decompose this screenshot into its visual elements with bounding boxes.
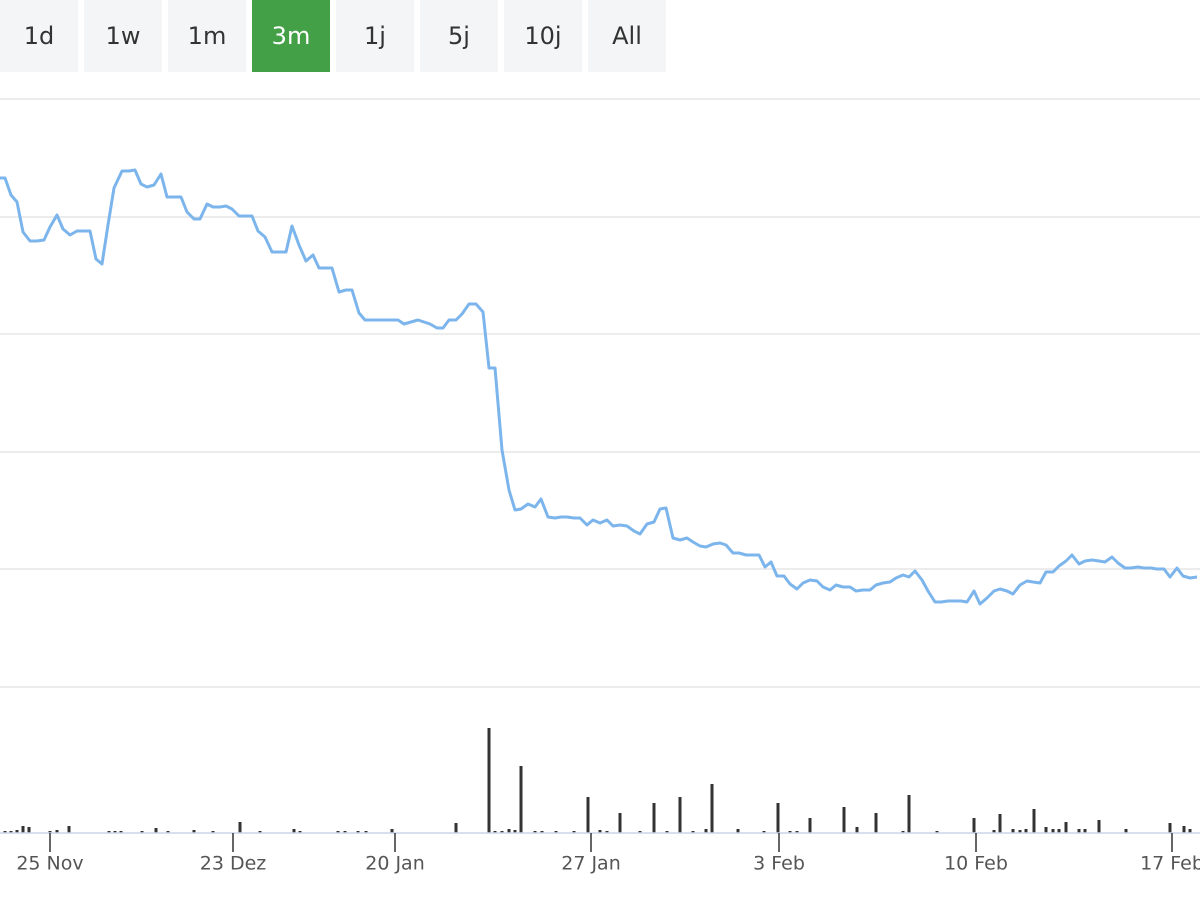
volume-bar — [1188, 829, 1192, 833]
volume-bar — [166, 831, 170, 833]
range-button[interactable]: 5j — [420, 0, 498, 72]
volume-bar — [842, 807, 846, 833]
volume-bar — [795, 831, 799, 833]
volume-bar — [1057, 829, 1061, 833]
volume-bar — [652, 803, 656, 833]
x-tick-label: 23 Dez — [200, 853, 267, 875]
volume-bar — [356, 831, 360, 833]
volume-bar — [1077, 829, 1081, 833]
volume-bar — [710, 784, 714, 833]
volume-bar — [1064, 822, 1068, 833]
volume-bar — [586, 797, 590, 833]
volume-bar — [554, 831, 558, 833]
volume-bar — [519, 766, 523, 833]
volume-bar — [1044, 827, 1048, 833]
volume-bar — [935, 831, 939, 833]
volume-bar — [998, 814, 1002, 833]
volume-bar — [119, 831, 123, 833]
volume-bar — [1182, 826, 1186, 833]
range-button[interactable]: 1m — [168, 0, 246, 72]
volume-bar — [901, 831, 905, 833]
volume-bar — [788, 831, 792, 833]
volume-bar — [704, 829, 708, 833]
volume-bar — [238, 822, 242, 833]
volume-bar — [1018, 830, 1022, 833]
volume-bar — [48, 831, 52, 833]
volume-bar — [154, 828, 158, 833]
volume-bar — [533, 831, 537, 833]
volume-bar — [808, 818, 812, 833]
volume-bar — [27, 827, 31, 833]
volume-bar — [336, 831, 340, 833]
x-tick-label: 3 Feb — [753, 853, 805, 875]
range-button[interactable]: 3m — [252, 0, 330, 72]
volume-bar — [678, 797, 682, 833]
volume-bar — [487, 728, 491, 833]
volume-bar — [15, 830, 19, 833]
range-button[interactable]: 1w — [84, 0, 162, 72]
volume-bar — [736, 829, 740, 833]
volume-bar — [572, 831, 576, 833]
volume-bar — [55, 830, 59, 833]
volume-bar — [390, 829, 394, 833]
volume-bar — [298, 831, 302, 833]
volume-bar — [343, 831, 347, 833]
volume-bar — [1032, 809, 1036, 833]
volume-bar — [776, 803, 780, 833]
range-button[interactable]: 1j — [336, 0, 414, 72]
range-button[interactable]: 1d — [0, 0, 78, 72]
volume-bar — [598, 830, 602, 833]
volume-bar — [500, 831, 504, 833]
volume-bar — [665, 831, 669, 833]
volume-bar — [9, 831, 13, 833]
volume-bar — [140, 831, 144, 833]
volume-bar — [874, 813, 878, 833]
volume-bar — [992, 830, 996, 833]
volume-bar — [493, 831, 497, 833]
volume-bar — [618, 813, 622, 833]
volume-bar — [192, 830, 196, 833]
x-tick-label: 27 Jan — [561, 853, 621, 875]
volume-bar — [1011, 829, 1015, 833]
volume-bar — [762, 831, 766, 833]
volume-bar — [211, 831, 215, 833]
range-button[interactable]: 10j — [504, 0, 582, 72]
volume-bar — [3, 831, 7, 833]
volume-bar — [540, 831, 544, 833]
volume-bar — [972, 818, 976, 833]
volume-bar — [292, 829, 296, 833]
volume-bar — [513, 830, 517, 833]
x-tick-label: 20 Jan — [365, 853, 425, 875]
volume-bar — [605, 831, 609, 833]
volume-bar — [1083, 829, 1087, 833]
volume-bar — [907, 795, 911, 833]
volume-bar — [454, 823, 458, 833]
volume-bar — [855, 827, 859, 833]
volume-bar — [1051, 829, 1055, 833]
volume-bar — [21, 826, 25, 833]
volume-bar — [258, 831, 262, 833]
x-tick-label: 10 Feb — [944, 853, 1008, 875]
x-tick-label: 25 Nov — [16, 853, 83, 875]
volume-bar — [1124, 829, 1128, 833]
volume-bar — [1024, 829, 1028, 833]
price-line — [0, 168, 1198, 606]
volume-bar — [67, 826, 71, 833]
volume-bar — [638, 831, 642, 833]
volume-bar — [1097, 820, 1101, 833]
range-button[interactable]: All — [588, 0, 666, 72]
volume-bar — [364, 831, 368, 833]
volume-bar — [1168, 823, 1172, 833]
volume-bar — [113, 831, 117, 833]
x-tick-label: 17 Feb — [1140, 853, 1200, 875]
volume-bar — [107, 831, 111, 833]
volume-bar — [691, 831, 695, 833]
volume-bar — [507, 829, 511, 833]
